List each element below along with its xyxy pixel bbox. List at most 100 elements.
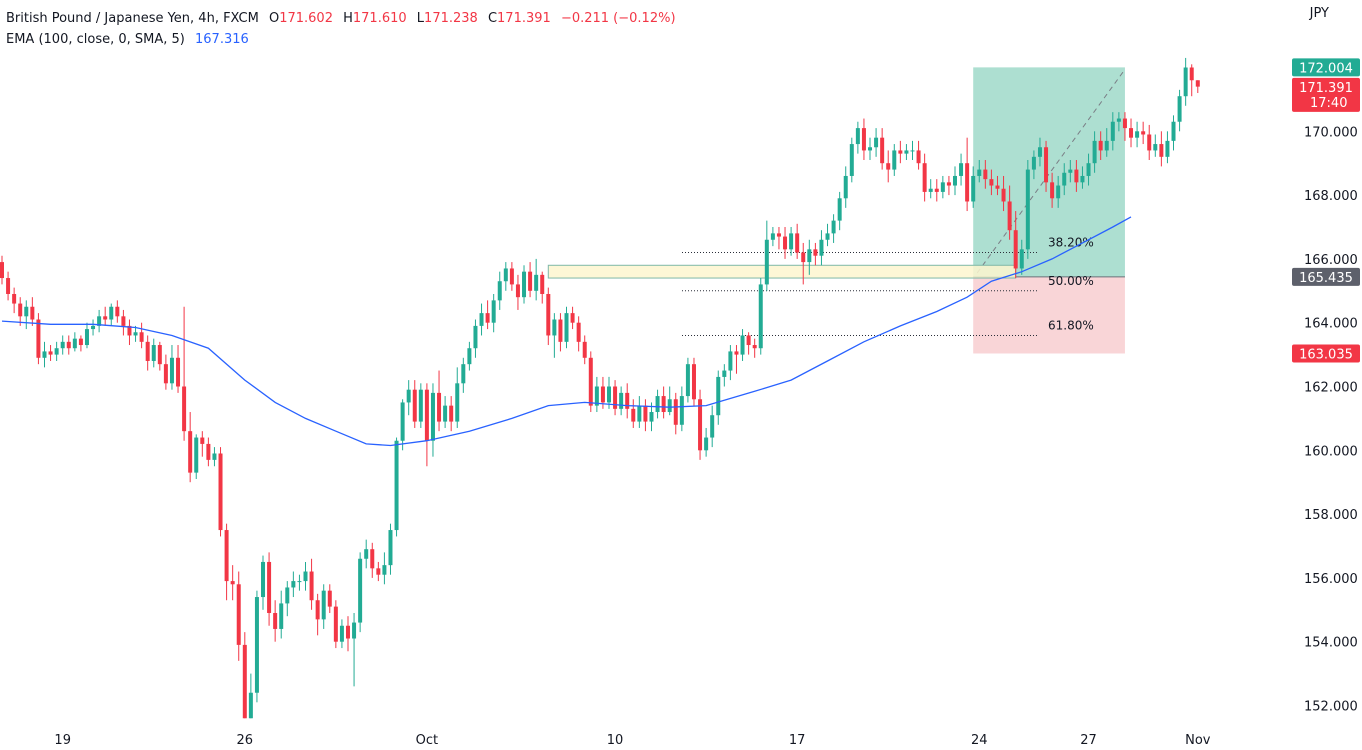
- candle-body: [1062, 172, 1067, 186]
- candle-body: [169, 357, 174, 384]
- candle-body: [1129, 128, 1134, 138]
- bar-countdown-label: 17:40: [1310, 96, 1347, 111]
- candle-body: [776, 233, 781, 237]
- time-tick-label: 10: [607, 733, 624, 748]
- candle-body: [115, 306, 120, 317]
- candle-body: [995, 185, 1000, 189]
- candle-body: [467, 348, 472, 365]
- time-tick-label: 26: [237, 733, 254, 748]
- candle-body: [1177, 96, 1182, 122]
- candle-body: [819, 239, 824, 256]
- candle-body: [424, 389, 429, 441]
- candle-body: [1098, 140, 1103, 151]
- candle-body: [1122, 118, 1127, 129]
- candle-body: [1116, 118, 1121, 122]
- price-tick-label: 152.000: [1304, 700, 1358, 715]
- candle-body: [84, 329, 89, 346]
- candle-body: [855, 128, 860, 145]
- candle-body: [679, 396, 684, 425]
- price-tag: [1292, 344, 1360, 363]
- candle-body: [758, 284, 763, 349]
- candle-body: [376, 568, 381, 575]
- candle-body: [151, 345, 156, 361]
- candle-body: [200, 437, 205, 444]
- candle-body: [54, 348, 59, 355]
- stop-zone: [973, 276, 1125, 354]
- candle-body: [1001, 188, 1006, 202]
- candle-body: [946, 182, 951, 186]
- fib-level-label: 38.20%: [1048, 236, 1094, 250]
- candle-body: [182, 386, 187, 432]
- candle-body: [400, 402, 405, 441]
- candle-body: [515, 284, 520, 298]
- candle-body: [24, 306, 29, 317]
- candle-body: [971, 175, 976, 202]
- candle-body: [1159, 144, 1164, 157]
- candle-body: [509, 268, 514, 285]
- candle-body: [558, 319, 563, 342]
- candle-body: [1050, 182, 1055, 199]
- candle-body: [789, 233, 794, 250]
- candle-body: [752, 345, 757, 349]
- candle-body: [588, 357, 593, 406]
- candle-body: [1135, 131, 1140, 138]
- currency-label[interactable]: JPY: [1309, 6, 1329, 21]
- candle-body: [1056, 185, 1061, 199]
- change-value: −0.211 (−0.12%): [560, 11, 676, 26]
- candle-body: [783, 236, 788, 250]
- indicator-title[interactable]: EMA (100, close, 0, SMA, 5): [6, 32, 185, 47]
- candle-body: [412, 389, 417, 422]
- candle-body: [1171, 121, 1176, 141]
- legend-indicator-row: EMA (100, close, 0, SMA, 5) 167.316: [6, 29, 676, 50]
- symbol-title[interactable]: British Pound / Japanese Yen, 4h, FXCM: [6, 11, 259, 26]
- candle-body: [837, 198, 842, 221]
- high-value: 171.610: [352, 11, 407, 26]
- candle-body: [503, 268, 508, 282]
- candle-body: [133, 332, 138, 336]
- candle-body: [206, 443, 211, 460]
- price-tick-label: 164.000: [1304, 317, 1358, 332]
- price-axis[interactable]: 152.000 154.000 156.000 158.000 160.000 162.0…: [1304, 62, 1358, 715]
- candle-body: [746, 335, 751, 346]
- candle-body: [443, 405, 448, 422]
- time-axis[interactable]: 19 26 Oct 10 17 24 27 Nov: [54, 733, 1210, 748]
- candle-body: [1165, 140, 1170, 157]
- price-tick-label: 162.000: [1304, 381, 1358, 396]
- support-box: [547, 264, 1017, 279]
- price-tag-label: 172.004: [1299, 61, 1353, 76]
- candle-body: [959, 163, 964, 176]
- trend-line: [976, 69, 1126, 274]
- candle-body: [430, 392, 435, 441]
- candle-body: [698, 399, 703, 451]
- candle-body: [72, 338, 77, 349]
- candle-body: [327, 590, 332, 607]
- price-tag-label: 163.035: [1299, 347, 1353, 362]
- candle-body: [649, 412, 654, 422]
- candle-body: [685, 364, 690, 397]
- candle-body: [667, 399, 672, 413]
- candle-body: [843, 175, 848, 199]
- candle-body: [437, 392, 442, 422]
- candle-body: [291, 581, 296, 588]
- candle-body: [904, 150, 909, 154]
- candle-body: [1031, 156, 1036, 170]
- candle-body: [576, 322, 581, 342]
- candle-body: [989, 179, 994, 186]
- time-tick-label: Nov: [1185, 733, 1211, 748]
- candle-body: [224, 530, 229, 582]
- candle-body: [315, 600, 320, 620]
- candle-body: [97, 316, 102, 326]
- candle-body: [655, 396, 660, 413]
- candle-body: [212, 453, 217, 460]
- time-tick-label: 17: [789, 733, 806, 748]
- candle-body: [382, 565, 387, 575]
- candle-body: [18, 303, 23, 317]
- candle-body: [582, 341, 587, 358]
- candle-body: [570, 313, 575, 323]
- candle-body: [0, 262, 4, 279]
- candle-body: [813, 249, 818, 256]
- candle-body: [1044, 147, 1049, 183]
- candle-body: [479, 313, 484, 326]
- candle-body: [540, 274, 545, 294]
